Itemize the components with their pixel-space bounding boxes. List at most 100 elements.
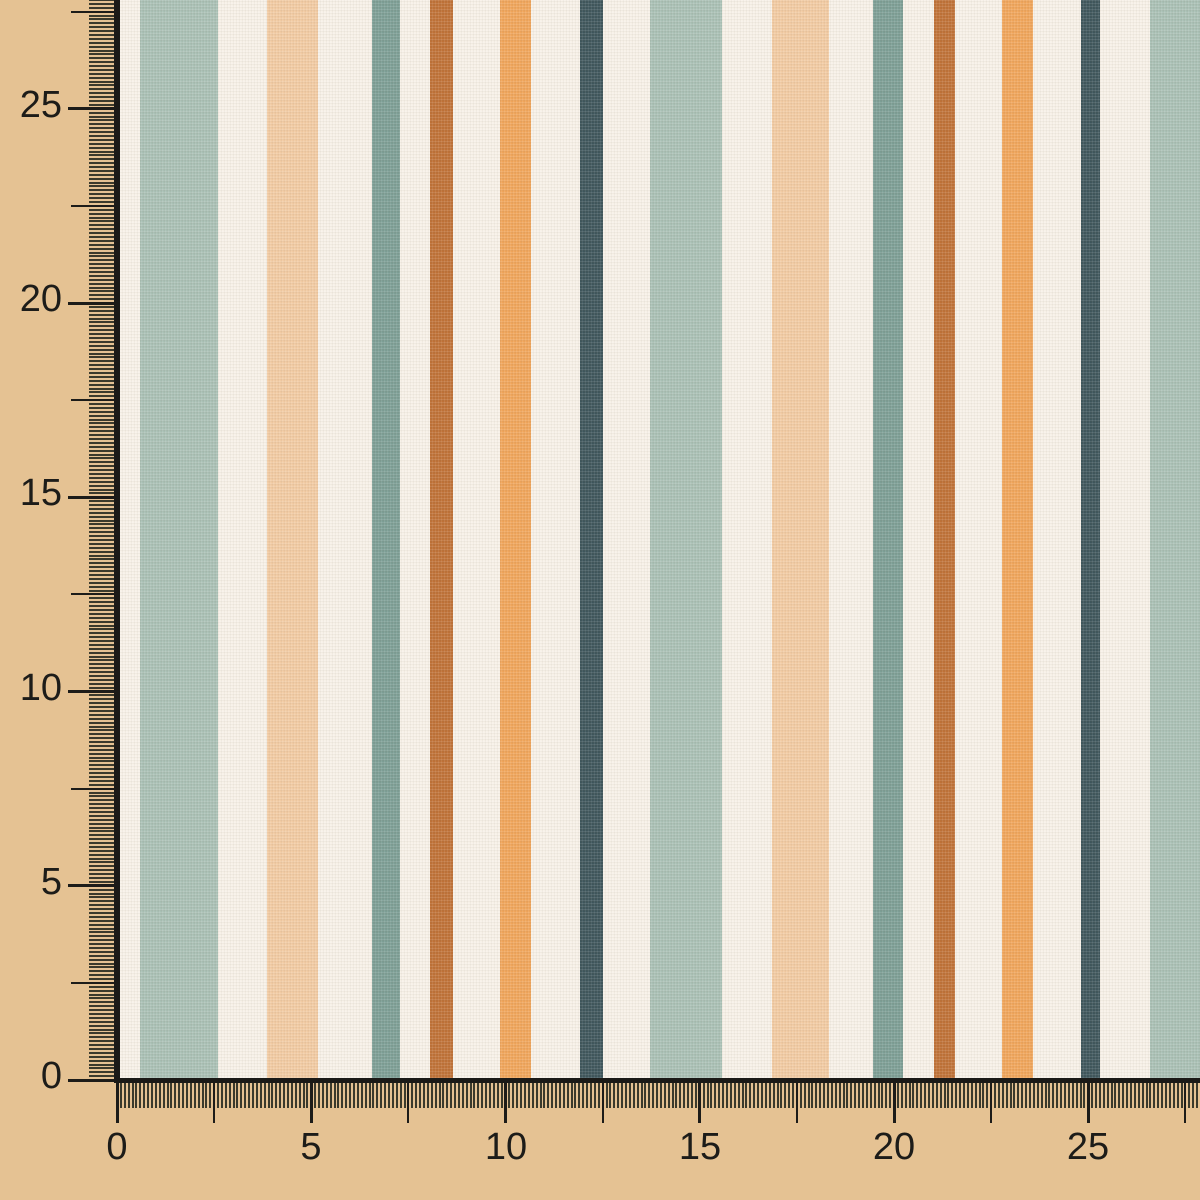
ruler-tick	[89, 803, 114, 806]
ruler-tick	[776, 1083, 779, 1108]
ruler-tick	[768, 1083, 771, 1108]
ruler-tick	[1036, 1083, 1039, 1108]
ruler-tick	[89, 325, 114, 328]
ruler-tick	[89, 154, 114, 157]
bottom-ruler-number-10: 10	[484, 1126, 528, 1168]
ruler-tick	[89, 1036, 114, 1039]
ruler-tick	[994, 1083, 996, 1108]
ruler-tick	[89, 589, 114, 592]
ruler-tick	[89, 96, 114, 99]
ruler-tick	[89, 974, 114, 977]
ruler-tick	[345, 1083, 348, 1108]
ruler-tick	[1161, 1083, 1164, 1108]
ruler-tick	[89, 61, 114, 64]
ruler-tick	[609, 1083, 612, 1108]
ruler-tick	[89, 713, 114, 716]
fabric-stripe-rust	[430, 0, 453, 1078]
ruler-tick	[185, 1083, 188, 1108]
ruler-tick	[89, 989, 114, 992]
ruler-tick	[1137, 1083, 1140, 1108]
ruler-tick	[325, 1083, 328, 1108]
ruler-tick	[89, 1047, 114, 1050]
ruler-tick	[89, 554, 114, 557]
ruler-tick	[89, 76, 114, 79]
ruler-tick	[422, 1083, 425, 1108]
ruler-tick	[819, 1083, 822, 1108]
ruler-tick	[147, 1083, 150, 1108]
ruler-tick	[89, 379, 114, 382]
ruler-tick	[1040, 1083, 1043, 1108]
ruler-tick	[89, 290, 114, 293]
ruler-tick	[89, 208, 114, 211]
ruler-tick	[89, 946, 114, 949]
ruler-tick	[788, 1083, 791, 1108]
ruler-tick	[1060, 1083, 1063, 1108]
ruler-tick	[89, 88, 114, 91]
ruler-tick	[473, 1083, 476, 1108]
ruler-tick	[799, 1083, 802, 1108]
ruler-tick	[89, 1005, 114, 1008]
ruler-tick	[1021, 1083, 1024, 1108]
ruler-tick	[492, 1083, 495, 1108]
ruler-tick	[574, 1083, 577, 1108]
ruler-tick	[807, 1083, 810, 1108]
ruler-tick	[89, 395, 114, 398]
ruler-tick	[1013, 1083, 1016, 1108]
ruler-tick	[356, 1083, 359, 1108]
bottom-ruler-number-15: 15	[678, 1126, 722, 1168]
ruler-tick	[889, 1083, 892, 1108]
ruler-tick	[89, 919, 114, 922]
ruler-tick	[89, 441, 114, 444]
ruler-tick	[89, 72, 114, 75]
ruler-tick	[89, 158, 114, 161]
ruler-tick	[815, 1083, 818, 1108]
ruler-tick	[89, 189, 114, 192]
ruler-tick	[255, 1083, 258, 1108]
ruler-tick	[89, 834, 114, 837]
ruler-tick	[792, 1083, 794, 1108]
ruler-tick	[286, 1083, 289, 1108]
ruler-tick	[89, 624, 114, 627]
ruler-tick	[446, 1083, 449, 1108]
ruler-tick	[691, 1083, 693, 1108]
ruler-tick	[512, 1083, 515, 1108]
fabric-stripe-gold	[500, 0, 531, 1078]
ruler-tick	[89, 37, 114, 40]
ruler-tick	[659, 1083, 662, 1108]
fabric-left-edge-line	[114, 0, 120, 1083]
ruler-tick	[89, 348, 114, 351]
ruler-tick	[89, 667, 114, 670]
ruler-tick	[89, 146, 114, 149]
ruler-tick	[543, 1083, 546, 1108]
ruler-tick	[89, 515, 114, 518]
ruler-tick	[154, 1083, 157, 1108]
ruler-tick	[89, 68, 114, 71]
ruler-tick	[294, 1083, 297, 1108]
ruler-tick	[89, 14, 114, 17]
ruler-tick	[1126, 1083, 1129, 1108]
ruler-tick	[1086, 1083, 1090, 1123]
ruler-tick	[89, 1001, 114, 1004]
ruler-tick	[89, 733, 114, 736]
ruler-tick	[764, 1083, 767, 1108]
ruler-tick	[89, 1067, 114, 1070]
ruler-tick	[236, 1083, 239, 1108]
ruler-tick	[89, 356, 114, 359]
ruler-tick	[861, 1083, 864, 1108]
ruler-tick	[411, 1083, 414, 1108]
ruler-tick	[89, 628, 114, 631]
ruler-tick	[461, 1083, 464, 1108]
ruler-tick	[89, 725, 114, 728]
ruler-tick	[617, 1083, 620, 1108]
ruler-tick	[399, 1083, 402, 1108]
ruler-tick	[1106, 1083, 1109, 1108]
ruler-tick	[1063, 1083, 1066, 1108]
ruler-tick	[570, 1083, 573, 1108]
left-ruler-number-15: 15	[19, 472, 62, 514]
ruler-tick	[1141, 1083, 1144, 1108]
ruler-tick	[89, 869, 114, 872]
ruler-tick	[68, 107, 114, 111]
ruler-tick	[182, 1083, 184, 1108]
ruler-tick	[1165, 1083, 1167, 1108]
ruler-tick	[648, 1083, 651, 1108]
